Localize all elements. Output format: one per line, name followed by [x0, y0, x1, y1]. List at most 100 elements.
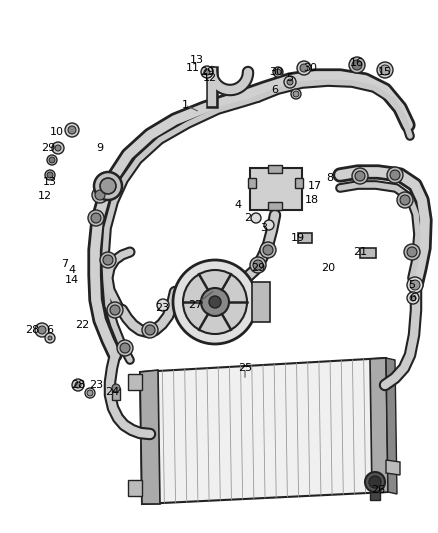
Text: 8: 8: [326, 173, 334, 183]
Polygon shape: [386, 358, 397, 494]
Circle shape: [263, 245, 273, 255]
Text: 30: 30: [269, 67, 283, 77]
Circle shape: [300, 64, 308, 72]
Circle shape: [201, 288, 229, 316]
Circle shape: [94, 172, 122, 200]
Text: 5: 5: [409, 280, 416, 290]
Text: 6: 6: [410, 293, 417, 303]
Circle shape: [45, 170, 55, 180]
Circle shape: [38, 326, 46, 334]
Circle shape: [291, 89, 301, 99]
Bar: [248, 178, 256, 188]
Circle shape: [284, 76, 296, 88]
Circle shape: [92, 187, 108, 203]
Text: 13: 13: [43, 177, 57, 187]
Polygon shape: [140, 358, 388, 504]
Circle shape: [55, 145, 61, 151]
Circle shape: [407, 247, 417, 257]
Text: 23: 23: [155, 303, 169, 313]
Circle shape: [45, 333, 55, 343]
Bar: [112, 388, 120, 400]
Circle shape: [201, 66, 213, 78]
Circle shape: [275, 69, 281, 75]
Circle shape: [91, 213, 101, 223]
Circle shape: [251, 213, 261, 223]
Polygon shape: [386, 460, 400, 475]
Text: 16: 16: [350, 58, 364, 68]
Text: 30: 30: [303, 63, 317, 73]
Text: 27: 27: [188, 300, 202, 310]
Circle shape: [52, 142, 64, 154]
Circle shape: [273, 67, 283, 77]
Bar: [252, 282, 270, 322]
Circle shape: [404, 244, 420, 260]
Circle shape: [352, 168, 368, 184]
Circle shape: [173, 260, 257, 344]
Text: 26: 26: [371, 485, 385, 495]
Circle shape: [142, 322, 158, 338]
Circle shape: [112, 384, 120, 392]
Text: 22: 22: [75, 320, 89, 330]
Text: 1: 1: [181, 100, 188, 110]
Bar: [268, 202, 282, 210]
Text: 21: 21: [353, 247, 367, 257]
Circle shape: [349, 57, 365, 73]
Circle shape: [35, 323, 49, 337]
Circle shape: [145, 325, 155, 335]
Text: 23: 23: [89, 380, 103, 390]
Circle shape: [107, 302, 123, 318]
Circle shape: [87, 390, 93, 396]
Circle shape: [100, 178, 116, 194]
Circle shape: [293, 91, 299, 97]
Circle shape: [260, 242, 276, 258]
Circle shape: [410, 295, 416, 301]
Text: 17: 17: [308, 181, 322, 191]
Text: 12: 12: [38, 191, 52, 201]
Circle shape: [287, 79, 293, 85]
Circle shape: [387, 167, 403, 183]
Circle shape: [355, 171, 365, 181]
Circle shape: [157, 299, 169, 311]
Circle shape: [380, 65, 390, 75]
Bar: [268, 165, 282, 173]
Text: 9: 9: [96, 143, 103, 153]
Circle shape: [352, 60, 362, 70]
Bar: [295, 178, 303, 188]
Circle shape: [110, 305, 120, 315]
Circle shape: [49, 157, 55, 163]
Polygon shape: [370, 358, 388, 493]
Text: 4: 4: [68, 265, 76, 275]
Text: 15: 15: [378, 67, 392, 77]
Polygon shape: [128, 374, 142, 390]
Circle shape: [47, 155, 57, 165]
Text: 2: 2: [244, 213, 251, 223]
Text: 5: 5: [286, 73, 293, 83]
Circle shape: [397, 192, 413, 208]
Circle shape: [264, 220, 274, 230]
Text: 14: 14: [65, 275, 79, 285]
Text: 28: 28: [25, 325, 39, 335]
Text: 7: 7: [61, 259, 69, 269]
Text: 18: 18: [305, 195, 319, 205]
Circle shape: [103, 255, 113, 265]
Circle shape: [88, 210, 104, 226]
Text: 10: 10: [50, 127, 64, 137]
Circle shape: [410, 280, 420, 290]
Text: 29: 29: [251, 263, 265, 273]
Bar: [360, 248, 376, 258]
Circle shape: [183, 270, 247, 334]
Circle shape: [369, 476, 381, 488]
Circle shape: [390, 170, 400, 180]
Circle shape: [120, 343, 130, 353]
Circle shape: [72, 379, 84, 391]
Text: 12: 12: [203, 73, 217, 83]
Text: 6: 6: [272, 85, 279, 95]
Circle shape: [85, 388, 95, 398]
Circle shape: [48, 336, 52, 340]
Circle shape: [297, 61, 311, 75]
Bar: [370, 492, 380, 500]
Bar: [298, 233, 312, 243]
Polygon shape: [128, 480, 142, 496]
Circle shape: [75, 382, 81, 388]
Circle shape: [377, 62, 393, 78]
